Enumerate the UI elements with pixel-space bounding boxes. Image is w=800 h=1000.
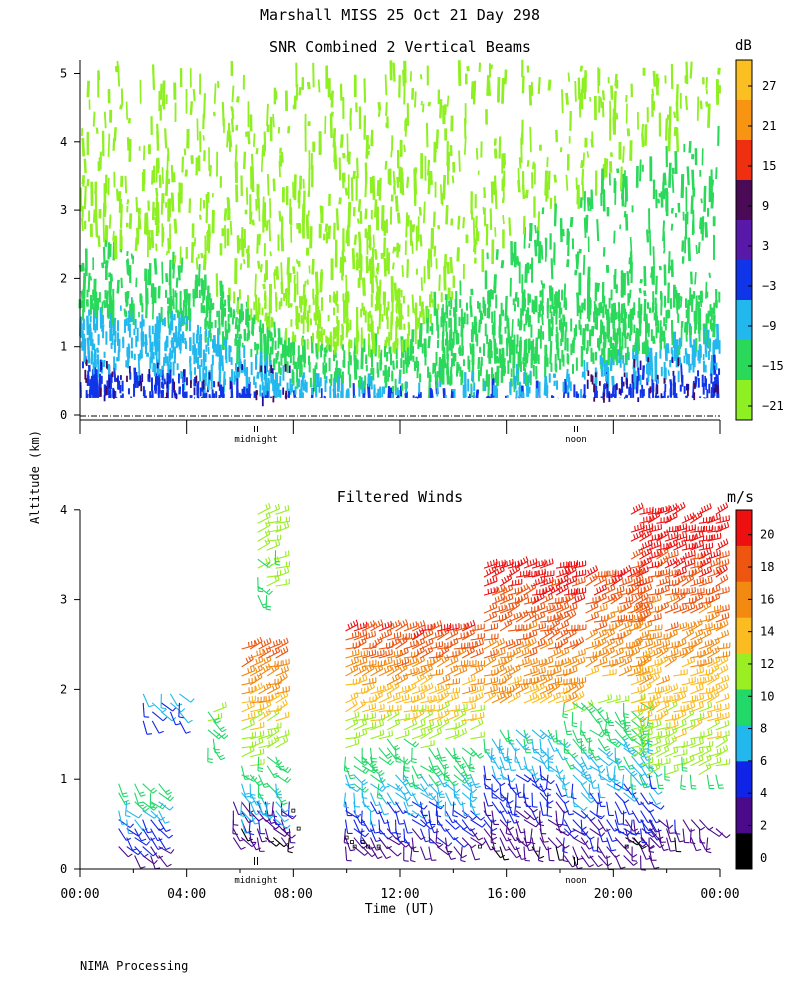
wind-flag-marker xyxy=(624,844,629,849)
winds-ytick-label: 2 xyxy=(60,682,67,696)
snr-colorbar-unit: dB xyxy=(735,38,752,54)
snr-colorbar-frame xyxy=(735,59,753,421)
wind-flag-marker xyxy=(296,826,301,831)
wind-flag-marker xyxy=(376,844,381,849)
winds-colorbar-label: 2 xyxy=(760,819,767,833)
snr-ytick-label: 4 xyxy=(60,135,67,149)
snr-colorbar-swatch xyxy=(736,60,752,101)
winds-colorbar-label: 4 xyxy=(760,786,767,800)
snr-colorbar-swatch xyxy=(736,260,752,301)
wind-flag-marker xyxy=(360,840,365,844)
winds-colorbar-label: 12 xyxy=(760,657,774,671)
winds-colorbar-swatch xyxy=(736,689,752,726)
snr-marker-label: noon xyxy=(565,435,587,445)
snr-ytick-label: 0 xyxy=(60,408,67,422)
wind-flag-marker xyxy=(291,808,296,813)
snr-colorbar-label: 9 xyxy=(762,199,769,213)
winds-colorbar-label: 8 xyxy=(760,722,767,736)
snr-colorbar-swatch xyxy=(736,300,752,341)
snr-colorbar-swatch xyxy=(736,140,752,181)
snr-marker-label: midnight xyxy=(234,435,277,445)
winds-colorbar-swatch xyxy=(736,725,752,762)
winds-xtick-label: 20:00 xyxy=(594,887,633,902)
snr-colorbar-swatch xyxy=(736,100,752,141)
snr-ytick-label: 1 xyxy=(60,340,67,354)
winds-marker-label: midnight xyxy=(234,876,277,886)
winds-colorbar-swatch xyxy=(736,797,752,834)
winds-colorbar-swatch xyxy=(736,653,752,690)
winds-ytick-label: 0 xyxy=(60,862,67,876)
winds-colorbar-frame xyxy=(735,509,753,870)
winds-colorbar-label: 0 xyxy=(760,851,767,865)
winds-colorbar-label: 18 xyxy=(760,560,774,574)
snr-colorbar-swatch xyxy=(736,380,752,421)
snr-colorbar-label: 15 xyxy=(762,159,776,173)
wind-flag-marker xyxy=(352,844,357,849)
winds-marker-label: noon xyxy=(565,876,587,886)
snr-colorbar-swatch xyxy=(736,340,752,381)
time-axis-label: Time (UT) xyxy=(364,902,436,917)
wind-flag-marker xyxy=(344,835,349,840)
winds-ytick-label: 3 xyxy=(60,593,67,607)
winds-colorbar-swatch xyxy=(736,761,752,798)
snr-colorbar-label: 3 xyxy=(762,239,769,253)
snr-colorbar-swatch xyxy=(736,220,752,261)
snr-ytick-label: 3 xyxy=(60,203,67,217)
winds-colorbar-swatch xyxy=(736,581,752,619)
winds-ytick-label: 4 xyxy=(60,503,67,517)
snr-colorbar-label: 27 xyxy=(762,79,776,93)
winds-colorbar-swatch xyxy=(736,617,752,655)
snr-colorbar-label: −9 xyxy=(762,319,776,333)
winds-xtick-label: 16:00 xyxy=(487,887,526,902)
winds-colorbar-swatch xyxy=(736,545,752,583)
winds-xtick-label: 00:00 xyxy=(700,887,739,902)
winds-colorbar-label: 14 xyxy=(760,625,774,639)
winds-panel-title: Filtered Winds xyxy=(336,488,464,506)
winds-xtick-label: 00:00 xyxy=(60,887,99,902)
winds-colorbar-label: 20 xyxy=(760,528,774,542)
winds-colorbar-swatch xyxy=(736,510,752,547)
winds-colorbar-label: 10 xyxy=(760,689,774,703)
snr-ytick-label: 2 xyxy=(60,271,67,285)
winds-colorbar-unit: m/s xyxy=(727,488,755,506)
snr-ytick-label: 5 xyxy=(60,67,67,81)
wind-flag-marker xyxy=(366,844,370,849)
snr-colorbar-label: 21 xyxy=(762,119,776,133)
snr-colorbar-label: −3 xyxy=(762,279,776,293)
winds-xtick-label: 04:00 xyxy=(167,887,206,902)
wind-barbs xyxy=(118,501,731,871)
snr-colorbar-label: −15 xyxy=(762,359,784,373)
snr-panel-title: SNR Combined 2 Vertical Beams xyxy=(269,38,531,56)
processing-footer: NIMA Processing xyxy=(80,959,189,973)
page-title: Marshall MISS 25 Oct 21 Day 298 xyxy=(260,6,540,24)
snr-heatmap xyxy=(78,59,721,420)
wind-flag-marker xyxy=(478,844,482,849)
winds-colorbar-label: 6 xyxy=(760,754,767,768)
snr-colorbar-swatch xyxy=(736,180,752,221)
wind-flag-marker xyxy=(350,840,354,844)
winds-colorbar-swatch xyxy=(736,833,752,870)
winds-xtick-label: 08:00 xyxy=(274,887,313,902)
winds-xtick-label: 12:00 xyxy=(380,887,419,902)
winds-ytick-label: 1 xyxy=(60,772,67,786)
winds-colorbar-label: 16 xyxy=(760,592,774,606)
snr-colorbar-label: −21 xyxy=(762,399,784,413)
